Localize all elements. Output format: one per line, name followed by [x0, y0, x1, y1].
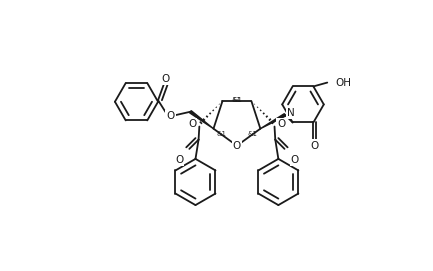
Polygon shape — [260, 114, 286, 129]
Text: &1: &1 — [232, 96, 242, 103]
Text: O: O — [278, 119, 286, 129]
Text: &1: &1 — [232, 96, 242, 103]
Text: O: O — [175, 155, 183, 165]
Text: &1: &1 — [216, 131, 226, 137]
Text: OH: OH — [335, 78, 351, 88]
Text: O: O — [233, 141, 241, 151]
Text: O: O — [188, 119, 196, 129]
Polygon shape — [190, 111, 213, 129]
Text: &1: &1 — [247, 131, 257, 137]
Text: O: O — [291, 155, 299, 165]
Text: O: O — [311, 141, 319, 150]
Text: O: O — [166, 111, 174, 121]
Text: O: O — [162, 74, 170, 84]
Text: N: N — [288, 108, 295, 118]
